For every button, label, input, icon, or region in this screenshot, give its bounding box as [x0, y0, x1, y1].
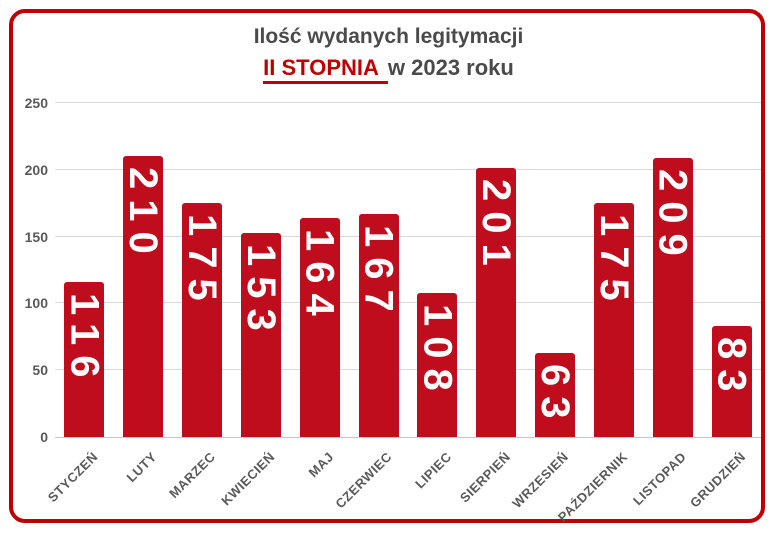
bar-column-październik: 175: [584, 103, 643, 437]
y-tick-label-200: 200: [24, 161, 48, 178]
y-tick-label-50: 50: [32, 362, 48, 379]
plot-area: 116 210 175 153 164 167 108 201 63 175 209 83: [55, 102, 761, 438]
bar-value-label-wrzesień: 63: [533, 363, 578, 429]
gridline-100: [55, 302, 761, 304]
bar-listopad: 209: [650, 157, 695, 437]
chart-title-year: w 2023 roku: [387, 55, 514, 81]
bar-lipiec: 108: [415, 292, 460, 437]
bar-value-label-sierpień: 201: [474, 179, 519, 277]
bar-wrzesień: 63: [533, 352, 578, 437]
gridline-50: [55, 369, 761, 371]
bar-value-label-marzec: 175: [180, 214, 225, 311]
red-border-frame: [9, 9, 765, 523]
x-tick-label-marzec: MARZEC: [166, 449, 219, 502]
bar-column-grudzień: 83: [702, 103, 761, 437]
x-tick-label-czerwiec: CZERWIEC: [332, 449, 396, 512]
bar-luty: 210: [121, 156, 166, 437]
y-tick-label-0: 0: [40, 429, 48, 445]
bar-value-label-grudzień: 83: [709, 337, 754, 402]
bar-czerwiec: 167: [356, 213, 401, 437]
bar-series: 116 210 175 153 164 167 108 201 63 175 209 83: [55, 103, 761, 437]
y-tick-label-150: 150: [24, 228, 48, 245]
x-axis-labels: STYCZEŃ LUTY MARZEC KWIECIEŃ MAJ CZERWIEC LIPI…: [45, 439, 761, 534]
bar-column-maj: 164: [290, 103, 349, 437]
x-tick-label-sierpień: SIERPIEŃ: [456, 449, 513, 506]
y-tick-label-100: 100: [24, 295, 48, 312]
bar-column-styczeń: 116: [55, 103, 114, 437]
bar-value-label-luty: 210: [121, 167, 166, 265]
bar-grudzień: 83: [709, 326, 754, 437]
bar-column-czerwiec: 167: [349, 103, 408, 437]
bar-październik: 175: [591, 203, 636, 437]
x-tick-label-grudzień: GRUDZIEŃ: [686, 449, 749, 511]
bar-value-label-czerwiec: 167: [356, 224, 401, 322]
gridline-150: [55, 235, 761, 237]
bar-marzec: 175: [180, 203, 225, 437]
bar-column-wrzesień: 63: [526, 103, 585, 437]
bar-column-listopad: 209: [643, 103, 702, 437]
bar-value-label-październik: 175: [591, 214, 636, 311]
bar-maj: 164: [297, 217, 342, 437]
bar-column-marzec: 175: [173, 103, 232, 437]
bar-value-label-maj: 164: [297, 228, 342, 326]
bar-value-label-styczeń: 116: [62, 293, 107, 388]
bar-value-label-lipiec: 108: [415, 303, 460, 401]
x-tick-label-wrzesień: WRZESIEŃ: [509, 449, 572, 511]
x-tick-label-maj: MAJ: [305, 449, 337, 481]
x-tick-label-listopad: LISTOPAD: [630, 449, 690, 509]
chart-title-line1: Ilość wydanych legitymacji: [253, 25, 524, 48]
x-tick-label-kwiecień: KWIECIEŃ: [218, 449, 278, 509]
y-tick-label-250: 250: [24, 95, 48, 111]
bar-value-label-listopad: 209: [650, 168, 695, 266]
chart-title-highlight: II STOPNIA: [263, 55, 388, 85]
gridline-250: [55, 102, 761, 103]
x-axis-line: [55, 437, 761, 438]
bar-column-luty: 210: [114, 103, 173, 437]
bar-kwiecień: 153: [238, 232, 283, 437]
bar-sierpień: 201: [474, 168, 519, 437]
gridline-200: [55, 168, 761, 170]
bar-styczeń: 116: [62, 282, 107, 437]
chart-title: Ilość wydanych legitymacji II STOPNIA w 2…: [0, 22, 777, 85]
bar-column-lipiec: 108: [408, 103, 467, 437]
y-axis-labels: 0 50 100 150 200 250: [12, 96, 48, 444]
x-tick-label-luty: LUTY: [123, 449, 160, 486]
x-tick-label-lipiec: LIPIEC: [411, 449, 455, 492]
chart-title-line2: II STOPNIA w 2023 roku: [0, 52, 777, 85]
bar-column-kwiecień: 153: [231, 103, 290, 437]
bar-column-sierpień: 201: [467, 103, 526, 437]
bar-value-label-kwiecień: 153: [238, 243, 283, 341]
